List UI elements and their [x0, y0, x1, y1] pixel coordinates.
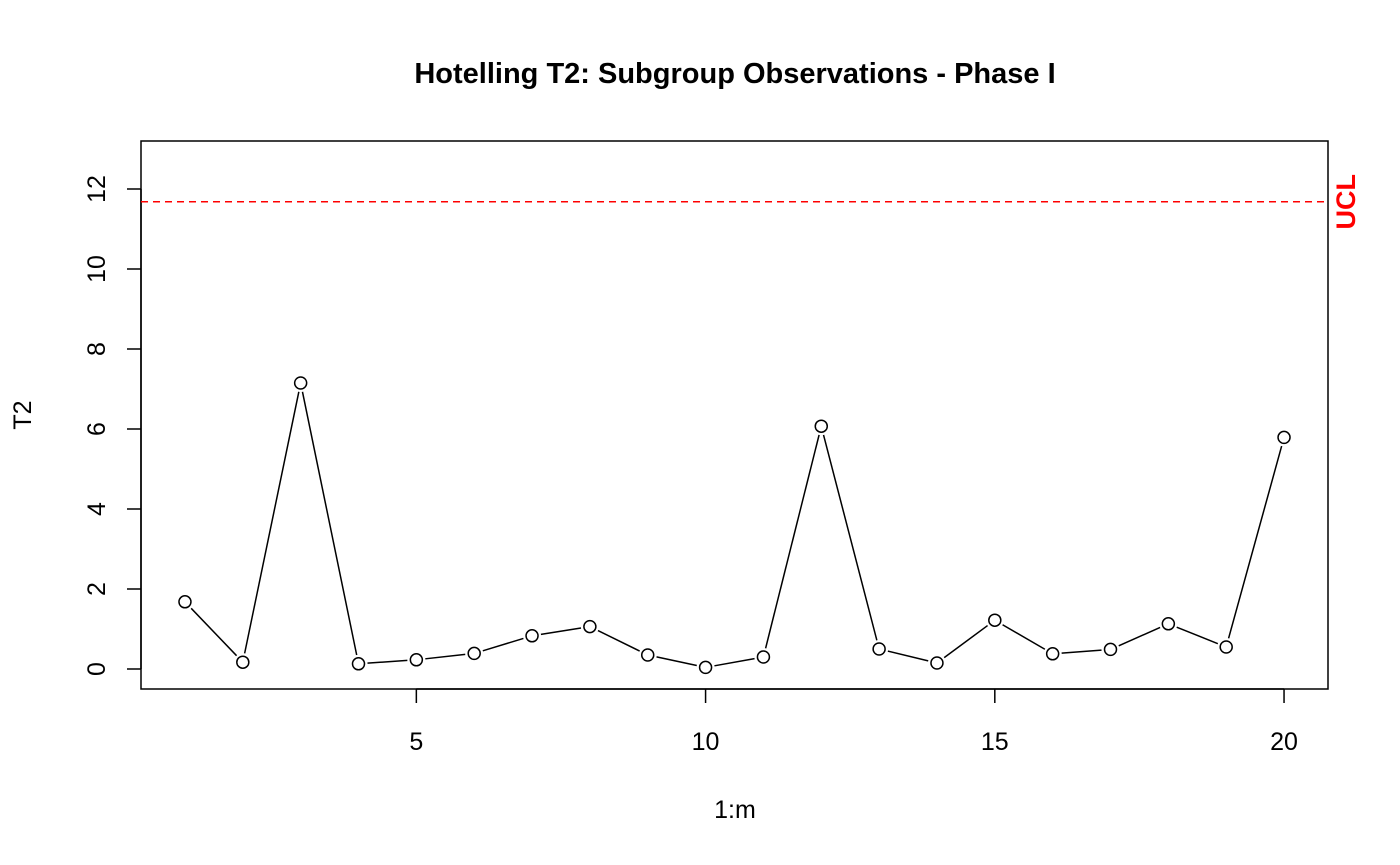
series-segment	[367, 659, 408, 664]
data-point	[351, 657, 366, 671]
data-point	[988, 613, 1002, 627]
data-point	[525, 629, 539, 643]
series-segment	[1118, 626, 1161, 647]
data-point	[814, 419, 829, 433]
y-axis: 0 2 4 6 8 10 12	[83, 175, 142, 676]
y-tick-label: 12	[83, 175, 111, 203]
y-axis-label: T2	[9, 400, 37, 429]
series-segment	[597, 629, 640, 652]
series-segment	[190, 607, 238, 657]
data-point	[872, 642, 886, 656]
series-segment	[243, 391, 300, 654]
data-point	[1103, 642, 1118, 657]
series-segment	[301, 391, 358, 656]
y-tick-label: 4	[83, 502, 111, 516]
series-segment	[656, 656, 697, 667]
data-point	[583, 619, 597, 634]
data-point	[1219, 640, 1233, 654]
data-point	[1045, 647, 1060, 661]
x-axis-label: 1:m	[714, 796, 756, 824]
data-point	[409, 653, 424, 667]
y-tick-label: 10	[83, 255, 111, 283]
data-point	[293, 376, 308, 390]
series-segment	[1002, 624, 1046, 650]
series-segment	[764, 434, 820, 649]
data-point	[1161, 617, 1176, 631]
series-segment	[1176, 626, 1219, 645]
y-tick-label: 2	[83, 582, 111, 596]
data-point	[756, 650, 771, 664]
series-layer	[178, 376, 1291, 675]
series-segment	[714, 657, 755, 667]
chart-title: Hotelling T2: Subgroup Observations - Ph…	[414, 58, 1055, 90]
x-tick-label: 5	[409, 728, 423, 756]
x-tick-label: 15	[981, 728, 1009, 756]
data-point	[698, 660, 713, 675]
plot-frame	[140, 140, 1329, 690]
ucl-label: UCL	[1331, 174, 1361, 230]
series-segment	[1227, 445, 1283, 639]
y-tick-label: 6	[83, 422, 111, 436]
series-segment	[943, 624, 989, 659]
y-tick-label: 8	[83, 342, 111, 356]
data-point	[236, 655, 250, 669]
x-axis: 5 10 15 20	[409, 688, 1298, 756]
data-point	[930, 656, 944, 670]
data-point	[1277, 430, 1291, 445]
data-point	[640, 648, 655, 662]
series-segment	[425, 653, 466, 660]
x-tick-label: 20	[1270, 728, 1298, 756]
x-tick-label: 10	[692, 728, 720, 756]
data-point	[178, 595, 192, 609]
series-segment	[887, 650, 929, 662]
data-point	[467, 646, 481, 661]
reference-lines: UCL	[141, 174, 1361, 230]
series-segment	[1061, 649, 1102, 654]
series-segment	[540, 627, 582, 636]
series-segment	[822, 434, 878, 641]
y-tick-label: 0	[83, 662, 111, 676]
series-segment	[482, 637, 524, 652]
